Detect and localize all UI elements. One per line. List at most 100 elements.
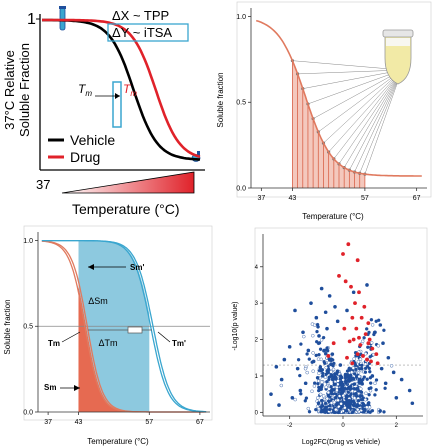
volcano-point <box>370 323 375 327</box>
volcano-point <box>361 402 366 406</box>
volcano-point <box>347 366 352 371</box>
tpp-fan-line <box>349 69 403 171</box>
volcano-point <box>366 401 371 406</box>
volcano-point <box>320 380 324 384</box>
volcano-point-ns <box>391 370 396 375</box>
melt-x-tick-label: 57 <box>145 419 153 426</box>
volcano-point-ns <box>345 308 349 313</box>
volcano-point <box>344 381 348 385</box>
volcano-point-sig <box>351 337 356 342</box>
volcano-point-ns <box>370 374 375 378</box>
volcano-point <box>382 328 386 333</box>
volcano-point <box>296 357 301 362</box>
volcano-point-ns <box>378 323 383 327</box>
volcano-point <box>364 391 368 396</box>
volcano-point <box>323 401 328 406</box>
volcano-x-tick-label: -2 <box>287 423 293 429</box>
volcano-point-ns <box>311 359 316 364</box>
melt-y-tick-label: 0.0 <box>23 409 33 416</box>
volcano-point <box>339 402 343 406</box>
volcano-point <box>346 374 350 379</box>
volcano-point <box>351 366 356 370</box>
volcano-point <box>312 381 317 385</box>
volcano-point-sig <box>361 354 365 358</box>
volcano-point-ns <box>399 377 404 382</box>
schematic-x-start-tick: 37 <box>36 177 50 192</box>
volcano-point <box>316 341 321 346</box>
tm-label: Tm <box>48 339 60 348</box>
tpp-fan-line <box>302 69 403 89</box>
melt-annotations: Sm' ΔSm ΔTm Tm Tm' Sm <box>44 263 186 392</box>
volcano-point <box>363 397 368 402</box>
volcano-point-ns <box>407 388 412 393</box>
volcano-point-ns <box>277 403 281 407</box>
volcano-point-sig <box>357 335 361 340</box>
volcano-point-sig <box>345 355 349 360</box>
volcano-point <box>330 358 335 362</box>
melt-shift-panel: 37 43 57 67 0.0 0.5 1.0 Sm' ΔSm ΔTm Tm Tm' Sm … <box>0 222 215 448</box>
volcano-point <box>307 357 312 361</box>
volcano-point-ns <box>306 348 311 353</box>
volcano-point <box>343 376 348 380</box>
delta-tm-label: ΔTm <box>98 338 117 348</box>
melt-shift-chart: 37 43 57 670.00.51.0 Sm' ΔSm ΔTm Tm Tm' Sm … <box>3 225 213 446</box>
volcano-point <box>341 387 346 391</box>
volcano-point <box>364 327 369 331</box>
volcano-point-sig <box>375 361 380 366</box>
volcano-point <box>343 405 347 410</box>
volcano-point <box>334 403 338 407</box>
tpp-fan-line <box>297 69 403 75</box>
volcano-point-ns <box>298 388 303 393</box>
volcano-point-sig <box>366 341 371 346</box>
volcano-point <box>303 366 308 371</box>
volcano-point <box>363 362 368 366</box>
volcano-point-ns <box>365 283 369 287</box>
volcano-point <box>352 396 357 400</box>
volcano-point <box>370 408 375 413</box>
volcano-point <box>352 382 356 387</box>
volcano-point <box>366 345 370 349</box>
volcano-point <box>333 395 338 400</box>
volcano-point <box>293 397 297 402</box>
tpp-curve-line <box>255 19 422 177</box>
tm-pointer <box>61 331 81 343</box>
volcano-chart: -2 0 2 0 1 2 3 4 -Log10(p value) Log2FC(Drug vs… <box>232 227 428 446</box>
delta-y-box <box>112 81 122 128</box>
sm-label: Sm <box>44 383 56 392</box>
volcano-point <box>316 396 320 400</box>
volcano-point <box>318 392 323 397</box>
volcano-point <box>383 386 387 391</box>
volcano-point <box>329 362 333 367</box>
tube-icon-cold <box>59 6 66 31</box>
tpp-fan-line <box>328 69 403 153</box>
legend-label-vehicle: Vehicle <box>70 132 115 148</box>
volcano-point <box>318 365 323 369</box>
tm-drug-label: Tm <box>123 82 137 98</box>
volcano-point-ns <box>323 310 328 315</box>
tpp-x-tick-label: 67 <box>413 195 421 202</box>
volcano-point <box>326 367 331 372</box>
tpp-fan-line <box>338 69 403 165</box>
volcano-point <box>346 390 351 394</box>
volcano-point <box>352 357 356 361</box>
volcano-point <box>367 366 372 371</box>
volcano-point <box>333 382 337 386</box>
volcano-point-ns <box>330 352 335 356</box>
volcano-y-label: -Log10(p value) <box>232 301 239 350</box>
schematic-y-axis-label: 37°C Relative Soluble Fraction <box>2 43 32 137</box>
volcano-point-ns <box>349 377 353 382</box>
volcano-point <box>312 384 317 388</box>
volcano-point-ns <box>338 363 343 367</box>
volcano-point <box>315 322 320 327</box>
volcano-point <box>355 407 360 412</box>
volcano-point <box>368 355 372 359</box>
temperature-gradient-wedge <box>61 171 195 194</box>
volcano-point <box>346 400 351 404</box>
volcano-point <box>310 322 315 326</box>
volcano-point-sig <box>337 273 341 278</box>
volcano-point <box>327 407 332 412</box>
volcano-point-sig <box>355 258 360 263</box>
volcano-point <box>330 392 334 396</box>
volcano-point <box>329 401 334 405</box>
delta-sm-label: ΔSm <box>88 296 108 306</box>
